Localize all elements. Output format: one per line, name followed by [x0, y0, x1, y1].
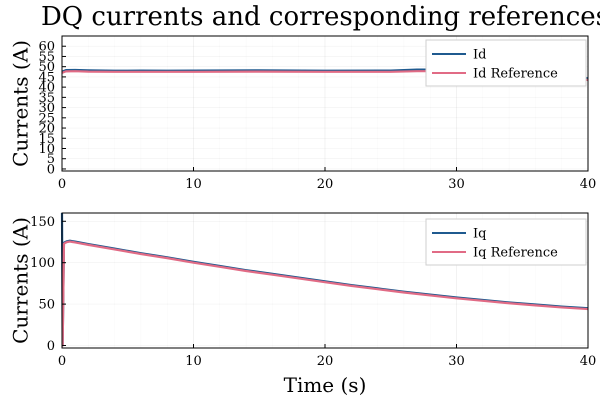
bottom-y-tick-label: 50: [38, 298, 55, 313]
top-y-tick-label: 50: [38, 60, 55, 75]
bottom-plot-ticks: 0 10 20 30 40 0 50 100 150: [30, 215, 596, 369]
chart-title: DQ currents and corresponding references: [41, 2, 600, 32]
bottom-y-axis-label: Currents (A): [9, 217, 33, 344]
top-legend: Id Id Reference: [425, 39, 587, 87]
bottom-y-tick-label: 0: [47, 339, 55, 354]
bottom-y-tick-label: 100: [30, 256, 55, 271]
top-x-tick-label: 10: [185, 177, 202, 192]
bottom-x-tick-label: 10: [185, 354, 202, 369]
top-y-axis-label: Currents (A): [9, 40, 33, 167]
top-x-tick-label: 20: [317, 177, 334, 192]
bottom-legend: Iq Iq Reference: [425, 218, 587, 266]
top-y-tick-label: 10: [38, 142, 55, 157]
top-y-tick-label: 15: [38, 132, 55, 147]
bottom-x-tick-label: 30: [448, 354, 465, 369]
top-x-tick-label: 0: [58, 177, 66, 192]
bottom-x-tick-label: 20: [317, 354, 334, 369]
top-y-tick-label: 25: [38, 111, 55, 126]
bottom-x-axis-label: Time (s): [284, 373, 367, 397]
top-legend-label: Id: [473, 48, 486, 63]
top-y-tick-label: 40: [38, 81, 55, 96]
top-y-tick-label: 35: [38, 91, 55, 106]
top-y-tick-label: 45: [38, 70, 55, 85]
bottom-plot-lines: [60, 212, 589, 347]
top-y-tick-label: 60: [38, 40, 55, 55]
bottom-x-tick-label: 0: [58, 354, 66, 369]
bottom-legend-label: Iq: [473, 227, 486, 242]
bottom-legend-box: [425, 218, 587, 266]
top-legend-box: [425, 39, 587, 87]
top-x-tick-label: 40: [580, 177, 597, 192]
bottom-plot: 0 10 20 30 40 0 50 100 150 Currents (A) Time (s)…: [9, 212, 596, 397]
top-y-tick-label: 5: [47, 152, 55, 167]
top-legend-label: Id Reference: [473, 67, 558, 82]
bottom-x-tick-label: 40: [580, 354, 597, 369]
top-y-tick-label: 20: [38, 122, 55, 137]
top-x-tick-label: 30: [448, 177, 465, 192]
top-plot-grid: [61, 36, 589, 171]
top-y-tick-label: 55: [38, 50, 55, 65]
bottom-legend-label: Iq Reference: [473, 246, 558, 261]
top-y-tick-label: 0: [47, 162, 55, 177]
bottom-y-tick-label: 150: [30, 215, 55, 230]
bottom-series-iq-reference-line: [61, 240, 589, 347]
top-y-tick-label: 30: [38, 101, 55, 116]
